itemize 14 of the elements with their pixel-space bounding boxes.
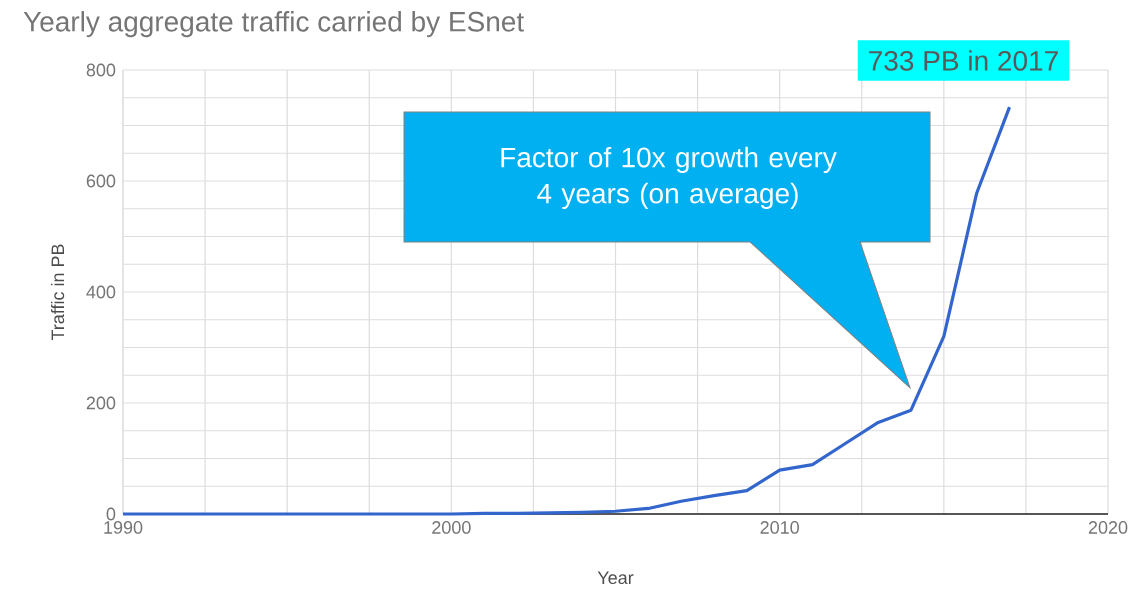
y-tick-label: 800 [86,63,116,77]
annotation: Factor of 10x growth every 4 years (on average) [501,146,837,209]
annotation: 733 PB in 2017 [869,50,1058,71]
y-tick-label: 400 [86,285,116,299]
chart-title: Yearly aggregate traffic carried by ESnet [23,11,524,38]
y-tick-label: 0 [106,507,116,521]
x-tick-label: 2000 [432,521,471,534]
x-tick-label: 2010 [760,521,799,534]
x-tick-label: 2020 [1088,521,1128,534]
y-axis-title: Traffic in PB [50,244,65,341]
x-axis-title: Year [597,571,634,585]
y-tick-label: 600 [86,174,116,188]
x-tick-label: 1990 [104,521,143,534]
y-tick-label: 200 [86,396,116,410]
